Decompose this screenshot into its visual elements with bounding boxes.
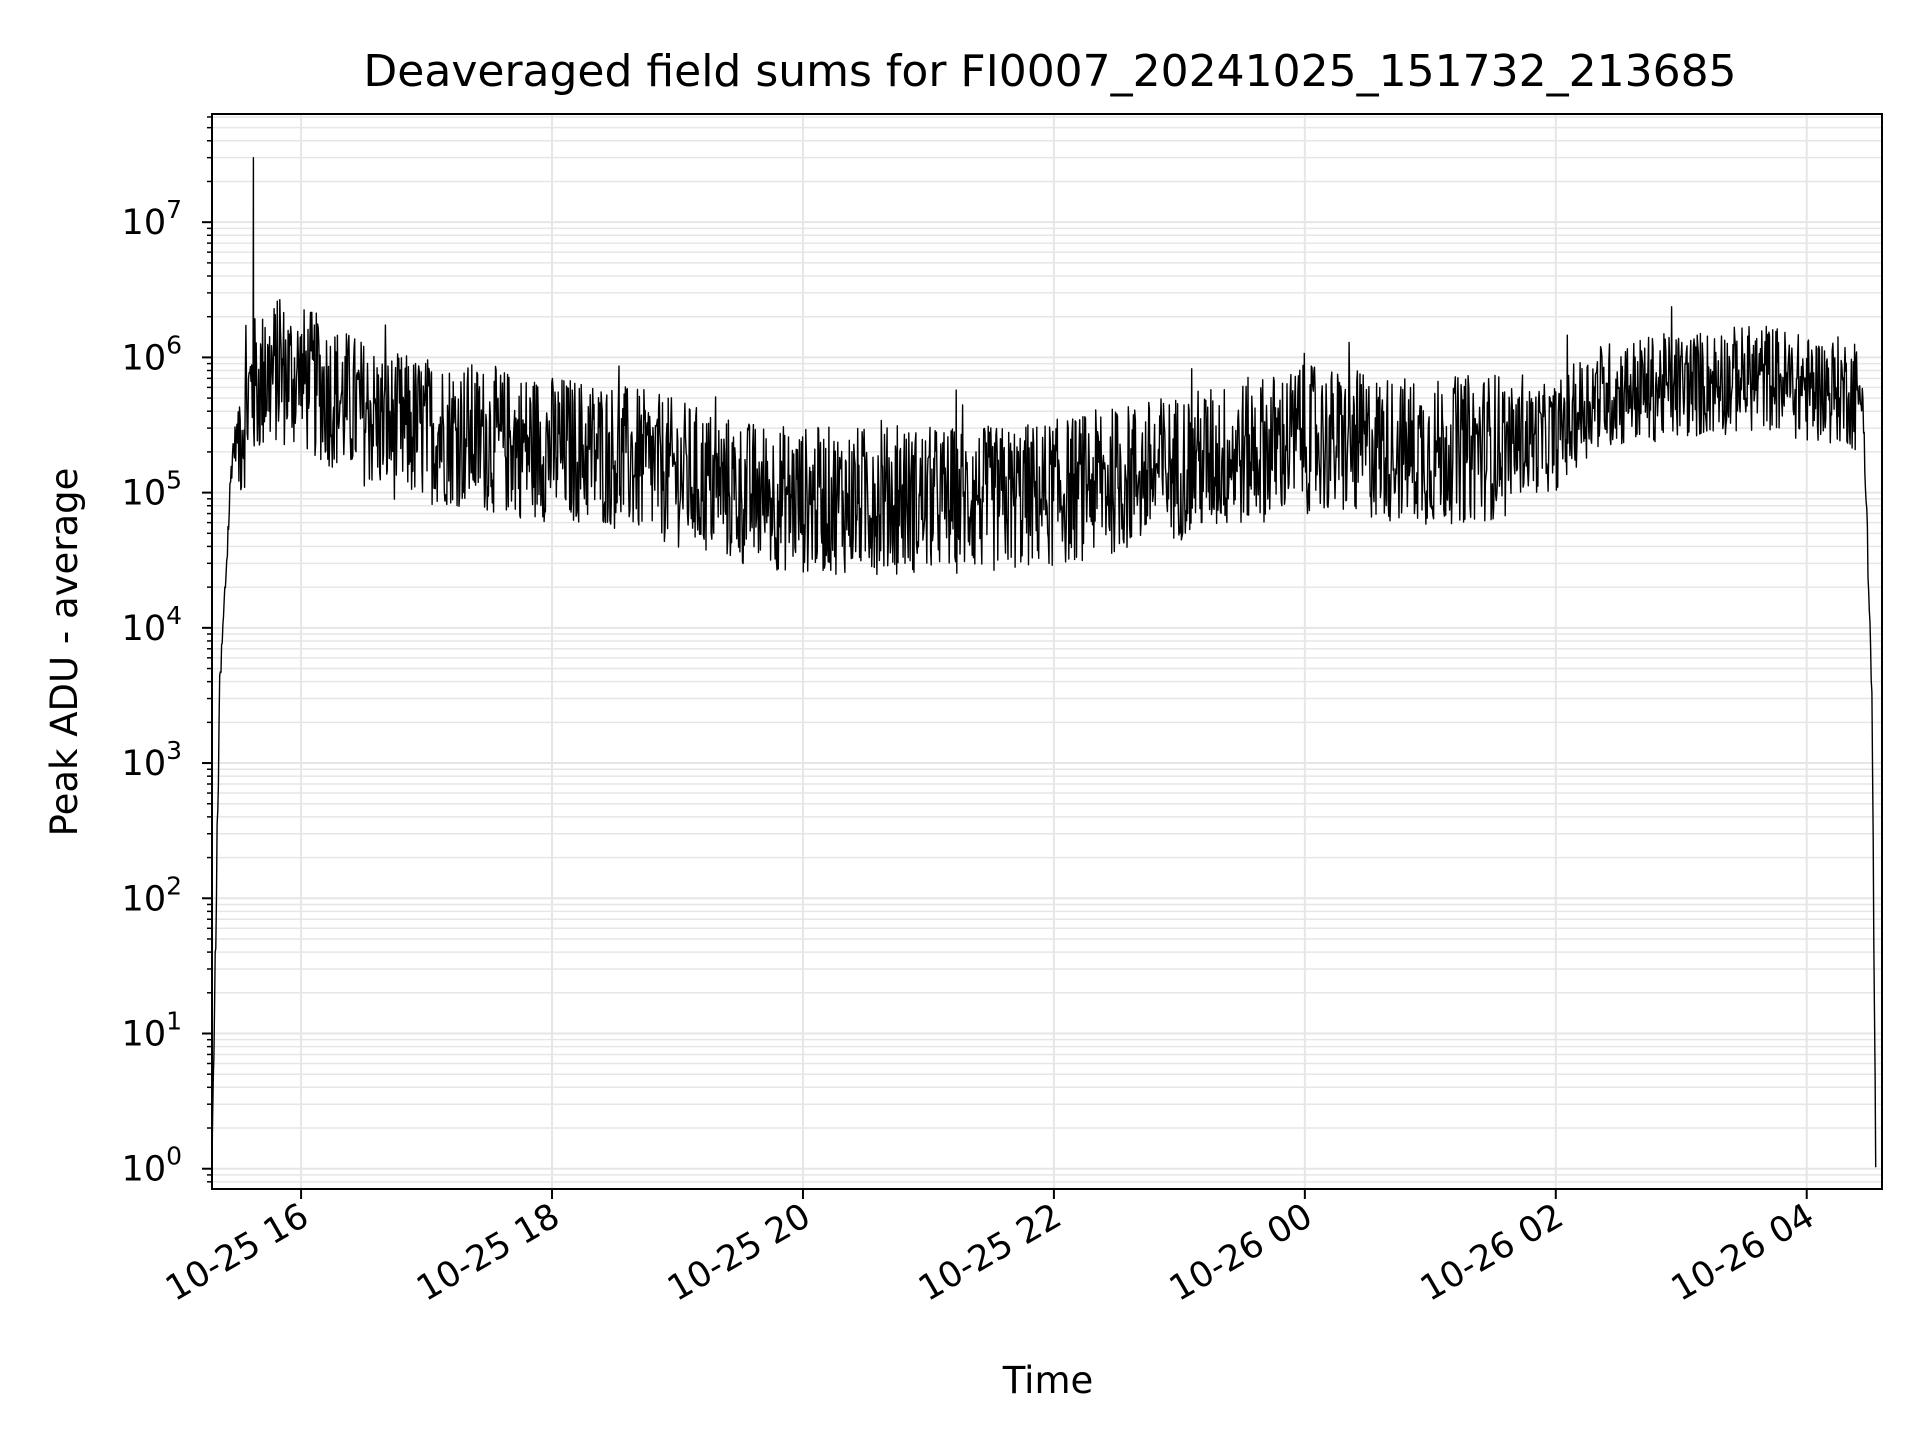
y-tick-label: 102: [122, 871, 182, 919]
y-tick-label: 105: [122, 466, 182, 514]
y-tick-label: 100: [122, 1142, 182, 1190]
grid: [212, 114, 1882, 1189]
x-axis-label: Time: [1002, 1359, 1094, 1402]
y-tick-label: 101: [122, 1006, 182, 1054]
x-tick-label: 10-26 00: [1163, 1196, 1319, 1309]
x-tick-label: 10-26 02: [1414, 1196, 1570, 1309]
plot-frame: [211, 113, 1883, 1190]
y-tick-label: 106: [122, 330, 182, 378]
x-tick-label: 10-25 16: [159, 1196, 315, 1309]
x-axis: 10-25 16 10-25 18 10-25 20 10-25 22 10-26 00…: [159, 1189, 1821, 1309]
x-tick-label: 10-25 22: [912, 1196, 1068, 1309]
y-tick-label: 103: [122, 736, 182, 784]
y-axis: 100 101 102 103 104 105 106 107: [122, 116, 212, 1190]
y-tick-label: 104: [122, 601, 182, 649]
x-tick-label: 10-26 04: [1665, 1196, 1821, 1309]
y-tick-label: 107: [122, 195, 182, 243]
chart-title: Deaveraged field sums for FI0007_2024102…: [363, 46, 1736, 97]
series: [211, 157, 1877, 1168]
x-tick-label: 10-25 20: [661, 1196, 817, 1309]
x-tick-label: 10-25 18: [410, 1196, 566, 1309]
series-line: [211, 157, 1877, 1168]
y-axis-label: Peak ADU - average: [43, 468, 86, 837]
